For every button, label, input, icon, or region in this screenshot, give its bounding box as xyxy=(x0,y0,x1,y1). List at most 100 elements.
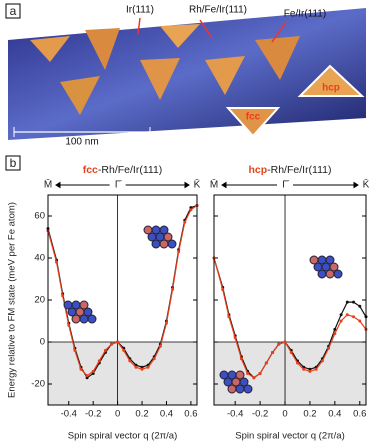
point xyxy=(122,348,126,352)
point xyxy=(358,319,362,323)
point xyxy=(73,348,77,352)
annotation: hcp xyxy=(322,83,340,94)
point xyxy=(246,372,250,375)
point xyxy=(164,321,168,325)
point xyxy=(177,250,181,254)
atom-icon xyxy=(79,300,89,310)
arrow xyxy=(55,181,190,189)
point xyxy=(55,260,59,264)
atom-icon xyxy=(325,269,335,279)
point xyxy=(352,315,356,319)
atom-icon xyxy=(163,232,173,242)
symmetry-label: M̄ xyxy=(44,178,52,191)
point xyxy=(352,300,356,304)
x-tick-label: 0.4 xyxy=(328,409,341,420)
point xyxy=(97,359,101,363)
point xyxy=(227,315,231,319)
atom-icon xyxy=(227,384,237,394)
x-tick-label: 0 xyxy=(282,409,287,420)
point xyxy=(134,365,138,369)
atom-icon xyxy=(235,384,245,394)
point xyxy=(283,340,287,344)
symmetry-label: Γ̄ xyxy=(282,180,290,191)
atom-icon xyxy=(159,225,169,235)
point xyxy=(308,369,312,373)
point xyxy=(189,206,193,210)
point xyxy=(85,374,89,378)
point xyxy=(327,346,331,350)
panel-label-box xyxy=(5,155,21,171)
atom-icon xyxy=(151,239,161,249)
point xyxy=(146,365,150,369)
point xyxy=(264,361,268,365)
y-tick-label: -20 xyxy=(31,379,45,390)
point xyxy=(239,357,243,361)
point xyxy=(339,319,343,323)
point xyxy=(103,348,107,352)
x-axis-label: Spin spiral vector q (2π/a) xyxy=(235,431,345,442)
atom-icon xyxy=(79,314,89,324)
point xyxy=(358,304,362,308)
symmetry-label: M̄ xyxy=(210,178,218,191)
atom-icon xyxy=(167,239,177,249)
point xyxy=(158,344,162,348)
panel-label: b xyxy=(10,156,17,170)
point xyxy=(333,327,337,331)
x-tick-label: -0.4 xyxy=(61,409,77,420)
arrow xyxy=(221,181,359,189)
point xyxy=(140,367,144,371)
point xyxy=(345,313,349,317)
title-text: -Rh/Fe/Ir(111) xyxy=(267,164,331,176)
title-highlight: hcp xyxy=(248,164,267,176)
atom-icon xyxy=(329,262,339,272)
point xyxy=(295,361,299,365)
point xyxy=(110,342,114,346)
point xyxy=(79,367,83,371)
x-tick-label: -0.2 xyxy=(252,409,268,420)
symmetry-label: K̄ xyxy=(363,178,370,191)
y-tick-label: 20 xyxy=(34,295,45,306)
point xyxy=(333,332,337,336)
point xyxy=(140,365,144,369)
point xyxy=(128,359,132,363)
point xyxy=(258,372,262,375)
annotation: Rh/Fe/Ir(111) xyxy=(189,5,247,16)
y-tick-label: 40 xyxy=(34,253,45,264)
point xyxy=(189,208,193,212)
point xyxy=(277,342,281,346)
x-tick-label: 0.6 xyxy=(184,409,197,420)
negative-region xyxy=(48,342,197,405)
atom-icon xyxy=(239,377,249,387)
point xyxy=(308,367,312,371)
symmetry-label: K̄ xyxy=(194,178,201,191)
point xyxy=(183,220,187,224)
chart-title: hcp-Rh/Fe/Ir(111) xyxy=(248,164,331,176)
y-axis-label: Energy relative to FM state (meV per Fe … xyxy=(7,202,18,398)
point xyxy=(252,376,256,380)
point xyxy=(345,300,349,304)
point xyxy=(233,336,237,340)
point xyxy=(91,369,95,373)
x-tick-label: -0.2 xyxy=(85,409,101,420)
point xyxy=(61,294,65,298)
atom-icon xyxy=(235,370,245,380)
point xyxy=(221,288,225,291)
plot-frame xyxy=(47,194,198,406)
atom-icon xyxy=(243,384,253,394)
point xyxy=(171,288,175,291)
x-axis-label: Spin spiral vector q (2π/a) xyxy=(68,431,178,442)
plot-frame xyxy=(213,194,367,406)
atom-icon xyxy=(83,307,93,317)
point xyxy=(320,359,324,363)
point xyxy=(289,351,293,354)
point xyxy=(314,367,318,371)
scale-bar-label: 100 nm xyxy=(65,137,98,148)
point xyxy=(91,372,95,375)
atom-icon xyxy=(333,269,343,279)
atom-icon xyxy=(71,314,81,324)
atom-icon xyxy=(325,255,335,265)
x-tick-label: 0.2 xyxy=(303,409,316,420)
point xyxy=(271,351,275,354)
stm-image xyxy=(5,3,366,140)
